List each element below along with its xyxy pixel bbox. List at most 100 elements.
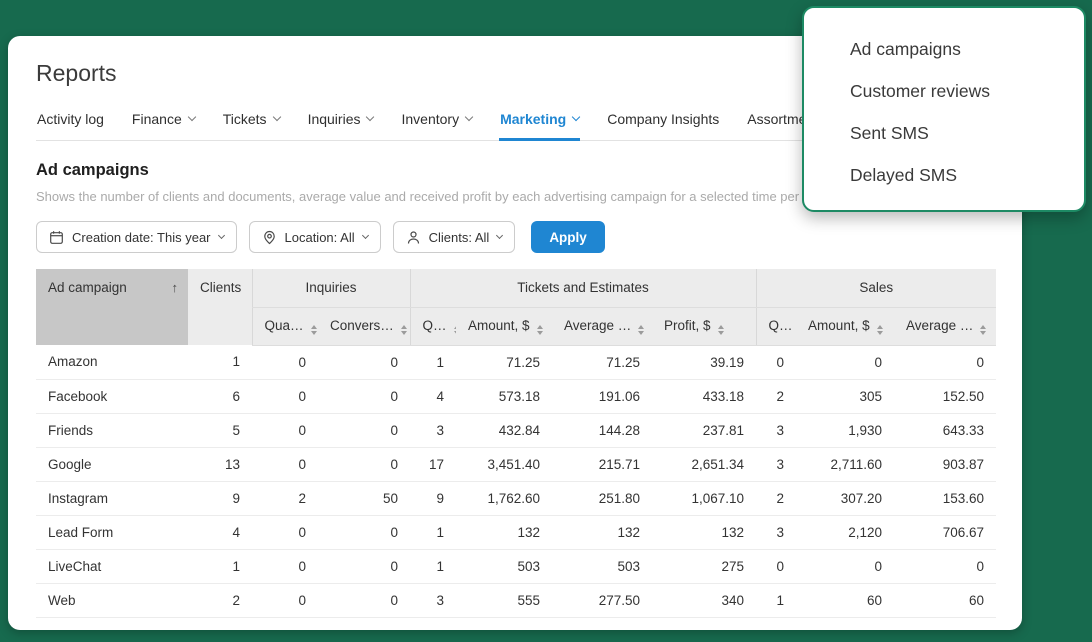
sort-icon: [453, 324, 456, 335]
column-label: Q…: [768, 317, 793, 333]
value-cell: 3: [410, 413, 456, 448]
value-cell: 71.25: [456, 345, 552, 380]
value-cell: 0: [252, 549, 318, 584]
campaign-name-cell: Amazon: [36, 345, 188, 380]
column-header[interactable]: Profit, $: [652, 307, 757, 346]
value-cell: 152.50: [894, 379, 997, 414]
tab-company-insights[interactable]: Company Insights: [606, 107, 720, 141]
column-header[interactable]: Average …: [894, 307, 997, 346]
column-label: Profit, $: [664, 317, 711, 333]
apply-button[interactable]: Apply: [531, 221, 605, 253]
value-cell: 237.81: [652, 413, 757, 448]
tab-label: Finance: [131, 111, 182, 127]
column-header[interactable]: Qua…: [251, 307, 318, 346]
table-row: Lead Form 4 0 0 1 132 132 132 3 2,120 706.67: [36, 515, 997, 550]
value-cell: 3,451.40: [456, 447, 552, 482]
tab-inquiries[interactable]: Inquiries: [307, 107, 375, 141]
value-cell: 432.84: [456, 413, 552, 448]
value-cell: 503: [552, 549, 652, 584]
group-header-tickets-estimates: Tickets and Estimates: [409, 269, 757, 308]
value-cell: 215.71: [552, 447, 652, 482]
column-label: Qua…: [264, 317, 304, 333]
tab-label: Inquiries: [307, 111, 361, 127]
value-cell: 0: [894, 549, 997, 584]
creation-date-filter[interactable]: Creation date: This year: [36, 221, 237, 253]
report-description: Shows the number of clients and document…: [36, 189, 800, 204]
value-cell: 0: [252, 413, 318, 448]
menu-item-delayed-sms[interactable]: Delayed SMS: [850, 165, 957, 185]
sort-icon: [400, 324, 407, 335]
value-cell: 1,762.60: [456, 481, 552, 516]
campaign-name-cell: Lead Form: [36, 515, 188, 550]
menu-item-ad-campaigns[interactable]: Ad campaigns: [850, 39, 961, 59]
person-icon: [407, 230, 419, 244]
value-cell: 1: [410, 549, 456, 584]
value-cell: 0: [318, 549, 410, 584]
value-cell: 573.18: [456, 379, 552, 414]
value-cell: 0: [318, 345, 410, 380]
value-cell: 0: [756, 345, 797, 380]
value-cell: 132: [456, 515, 552, 550]
value-cell: 5: [188, 413, 252, 448]
campaign-name-cell: Friends: [36, 413, 188, 448]
value-cell: 433.18: [652, 379, 757, 414]
column-header[interactable]: Average …: [552, 307, 652, 346]
sort-icon: [980, 324, 987, 335]
group-label: Tickets and Estimates: [517, 280, 649, 296]
tab-tickets[interactable]: Tickets: [222, 107, 281, 141]
table-row: LiveChat 1 0 0 1 503 503 275 0 0 0: [36, 549, 997, 584]
menu-item-customer-reviews[interactable]: Customer reviews: [850, 81, 991, 101]
tab-finance[interactable]: Finance: [131, 107, 196, 141]
column-header-clients[interactable]: Clients: [188, 269, 252, 345]
table-row: Instagram 9 2 50 9 1,762.60 251.80 1,067.10 2 307…: [36, 481, 997, 516]
location-filter[interactable]: Location: All: [248, 221, 381, 253]
value-cell: 0: [318, 447, 410, 482]
column-header[interactable]: Amount, $: [796, 307, 895, 346]
chevron-down-icon: [217, 231, 225, 240]
value-cell: 6: [188, 379, 252, 414]
value-cell: 2,120: [796, 515, 895, 550]
value-cell: 3: [410, 583, 456, 618]
location-icon: [263, 230, 275, 244]
sort-icon: [717, 324, 724, 335]
value-cell: 0: [318, 413, 410, 448]
chevron-down-icon: [361, 231, 369, 240]
tab-label: Tickets: [222, 111, 267, 127]
column-label: Amount, $: [468, 317, 530, 333]
value-cell: 555: [456, 583, 552, 618]
tab-activity-log[interactable]: Activity log: [36, 107, 105, 141]
column-header[interactable]: Q…: [409, 307, 456, 346]
calendar-icon: [50, 230, 63, 244]
tab-inventory[interactable]: Inventory: [400, 107, 474, 141]
tab-marketing[interactable]: Marketing: [499, 107, 581, 141]
column-header[interactable]: Q…: [755, 307, 797, 346]
chevron-down-icon: [571, 112, 581, 122]
table-row: Facebook 6 0 0 4 573.18 191.06 433.18 2 305 152.50: [36, 379, 997, 414]
value-cell: 277.50: [552, 583, 652, 618]
sort-icon: [536, 324, 543, 335]
value-cell: 144.28: [552, 413, 652, 448]
column-header-ad-campaign[interactable]: Ad campaign ↑: [36, 269, 188, 345]
menu-item-sent-sms[interactable]: Sent SMS: [850, 123, 929, 143]
value-cell: 251.80: [552, 481, 652, 516]
value-cell: 9: [410, 481, 456, 516]
value-cell: 0: [796, 345, 895, 380]
clients-filter[interactable]: Clients: All: [392, 221, 516, 253]
value-cell: 1: [756, 583, 797, 618]
value-cell: 2: [756, 481, 797, 516]
campaign-name-cell: LiveChat: [36, 549, 188, 584]
value-cell: 1: [188, 549, 252, 584]
value-cell: 1: [410, 345, 456, 380]
tab-label: Assortment: [747, 111, 819, 127]
value-cell: 305: [796, 379, 895, 414]
column-header[interactable]: Convers…: [318, 307, 410, 346]
tab-assortment[interactable]: Assortment: [746, 107, 819, 141]
value-cell: 1,930: [796, 413, 895, 448]
column-header[interactable]: Amount, $: [456, 307, 552, 346]
value-cell: 0: [318, 583, 410, 618]
location-filter-label: Location: All: [284, 229, 355, 245]
tab-label: Marketing: [500, 111, 567, 127]
value-cell: 2,711.60: [796, 447, 895, 482]
value-cell: 643.33: [894, 413, 997, 448]
value-cell: 17: [410, 447, 456, 482]
